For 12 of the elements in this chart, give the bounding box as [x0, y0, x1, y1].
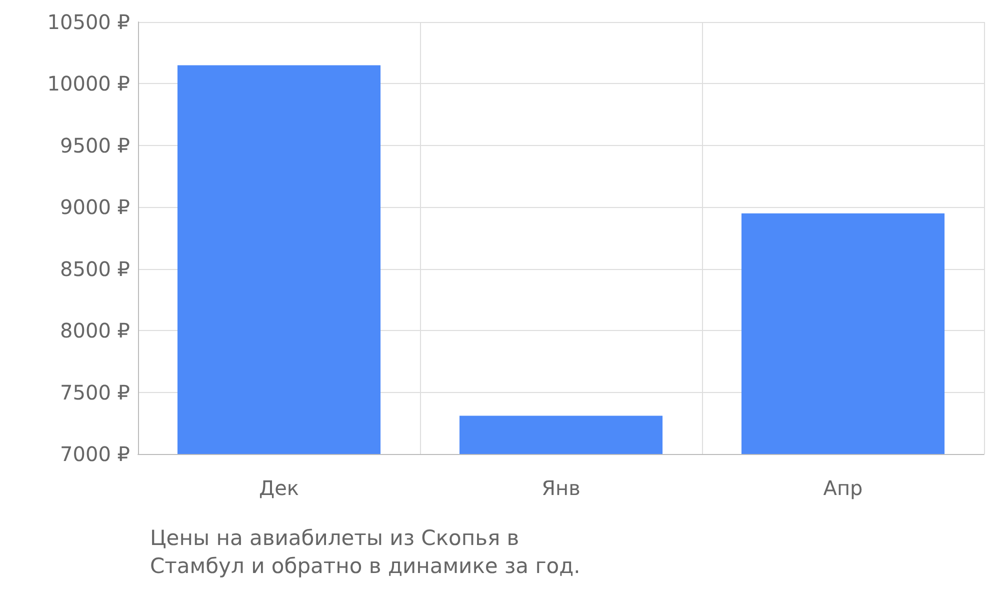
y-tick-label: 10500 ₽	[47, 10, 130, 34]
y-tick-label: 8500 ₽	[60, 256, 130, 281]
y-tick-label: 7500 ₽	[60, 380, 130, 404]
y-tick-label: 9000 ₽	[60, 195, 130, 220]
x-tick-label: Янв	[542, 476, 580, 500]
y-tick-label: 10000 ₽	[47, 72, 130, 96]
y-tick-label: 7000 ₽	[60, 442, 130, 466]
text: Цены на авиабилеты из Скопья в Стамбул и обратно в динамике за год.	[150, 526, 580, 578]
x-tick-label: Дек	[258, 476, 300, 500]
y-tick-label: 9500 ₽	[60, 133, 130, 158]
y-tick-label: 8000 ₽	[60, 318, 130, 343]
x-tick-label: Апр	[823, 476, 863, 500]
